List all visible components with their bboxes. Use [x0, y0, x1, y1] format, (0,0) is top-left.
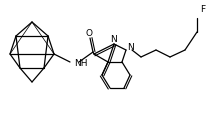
- Text: O: O: [85, 29, 92, 38]
- Text: N: N: [127, 44, 134, 53]
- Text: F: F: [199, 5, 204, 15]
- Text: N: N: [110, 34, 117, 44]
- Text: NH: NH: [74, 58, 87, 68]
